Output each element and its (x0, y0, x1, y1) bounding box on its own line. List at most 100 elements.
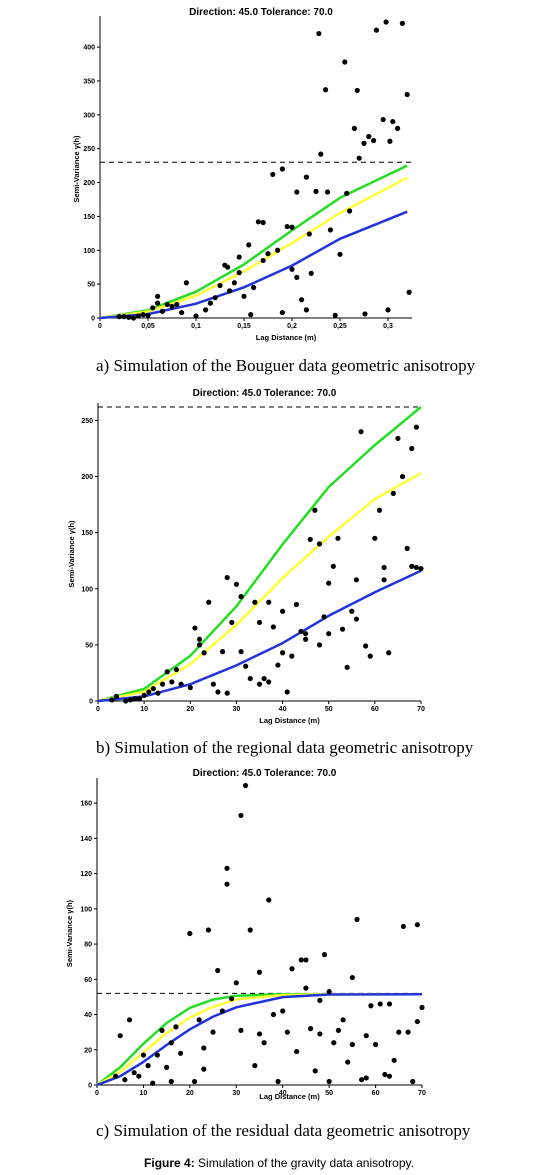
chart-c-data-point (382, 1071, 388, 1078)
chart-c-data-point (400, 923, 407, 930)
chart-a-data-point (155, 293, 161, 299)
chart-c-model-curve-1 (96, 993, 422, 1086)
chart-b-data-point (358, 429, 364, 435)
chart-c-data-point (386, 1001, 393, 1007)
chart-c-data-point (303, 985, 309, 991)
chart-a-data-point (347, 208, 353, 214)
chart-c-data-point (280, 1008, 286, 1014)
chart-b-data-point (386, 650, 392, 656)
caption-c: c) Simulation of the residual data geome… (96, 1121, 471, 1140)
chart-c-y-tick-label: 40 (84, 1012, 92, 1019)
chart-b-data-point (339, 626, 346, 632)
chart-a-data-point (308, 270, 314, 276)
chart-c-data-point (359, 1077, 365, 1083)
chart-b-svg: Direction: 45.0 Tolerance: 70.0 0 10 20 30 40… (67, 388, 425, 725)
chart-c-data-point (196, 1017, 202, 1023)
chart-a-data-point (323, 87, 329, 93)
chart-c-data-point (256, 969, 263, 975)
chart-b-data-point (326, 631, 332, 637)
chart-c-data-point (372, 1041, 379, 1048)
chart-b-data-point (316, 642, 323, 648)
chart-c-data-point (345, 1059, 351, 1065)
chart-c-data-point (363, 1075, 369, 1081)
chart-a-data-point (225, 264, 231, 270)
chart-a-data-point (260, 257, 266, 264)
chart-c-x-axis-label: Lag Distance (m) (259, 1092, 320, 1101)
chart-b-data-point (206, 599, 212, 605)
chart-c-y-tick-label: 0 (88, 1083, 92, 1090)
chart-c-data-point (247, 927, 253, 933)
chart-a-data-point (231, 280, 237, 286)
chart-a-data-point (306, 231, 312, 237)
caption-a: a) Simulation of the Bouguer data geomet… (96, 356, 476, 375)
chart-c-data-point (224, 865, 230, 871)
chart-a-data-point (380, 116, 386, 123)
chart-a-data-point (406, 289, 412, 295)
chart-b-data-point (247, 675, 253, 682)
chart-c-data-point (377, 1001, 383, 1007)
chart-b-data-point (123, 698, 129, 704)
chart-a-data-point (385, 307, 391, 313)
chart-panel-c: Direction: 45.0 Tolerance: 70.0 0 10 20 30 40… (0, 768, 558, 1103)
chart-a-data-point (159, 308, 165, 314)
chart-a-x-tick-label: 0,15 (237, 323, 251, 330)
chart-c-y-tick-label: 160 (80, 801, 92, 808)
chart-a-data-point (217, 282, 223, 289)
chart-b-data-point (150, 686, 156, 692)
chart-a-data-point (316, 30, 322, 37)
chart-b-data-point (219, 649, 226, 655)
chart-b-data-point (196, 642, 203, 648)
chart-a-data-point (356, 155, 362, 161)
chart-a-data-point (337, 251, 343, 257)
chart-c-data-point (252, 1063, 258, 1069)
chart-b-data-point (127, 697, 133, 703)
chart-b-data-point (390, 490, 396, 497)
chart-a-y-tick-label: 350 (83, 78, 95, 85)
chart-a-data-point (362, 311, 368, 317)
chart-a-y-tick-label: 50 (87, 282, 95, 289)
chart-a-data-point (294, 274, 300, 280)
chart-b-data-point (344, 664, 350, 670)
chart-b-data-point (279, 608, 286, 614)
chart-b-data-point (164, 669, 170, 675)
chart-c-data-point (219, 1008, 225, 1014)
chart-b-data-point (413, 424, 419, 430)
chart-a-y-tick-label: 0 (91, 316, 95, 323)
chart-c-x-tick-label: 50 (325, 1090, 333, 1097)
chart-c-data-point (266, 897, 272, 903)
chart-a-x-tick-label: 0 (98, 323, 102, 330)
chart-a-model-curve-2 (99, 176, 408, 320)
chart-c-data-point (210, 1029, 216, 1035)
chart-b-data-point (293, 601, 300, 608)
chart-b-data-point (266, 599, 272, 605)
chart-c-data-point (331, 1040, 337, 1046)
chart-a-y-tick-label: 250 (83, 146, 95, 153)
chart-c-data-point (368, 1003, 374, 1009)
chart-a-data-point (289, 266, 295, 272)
chart-b-data-point (275, 662, 281, 668)
chart-a-data-point (164, 301, 170, 308)
chart-c-data-point (238, 1027, 244, 1033)
chart-a-data-point (351, 125, 357, 131)
chart-c-header: Direction: 45.0 Tolerance: 70.0 (193, 768, 337, 779)
chart-b-data-point (141, 692, 147, 698)
chart-c-data-point (349, 1041, 355, 1048)
chart-b-data-point (256, 619, 263, 626)
chart-b-data-point (233, 581, 240, 587)
chart-c-x-tick-label: 0 (95, 1090, 99, 1097)
chart-c-data-point (215, 967, 221, 974)
chart-b-data-point (303, 631, 309, 637)
chart-c-y-tick-label: 140 (80, 836, 92, 843)
chart-a-data-point (299, 297, 305, 303)
chart-b-y-axis-label: Semi-Variance γ(h) (67, 520, 76, 588)
caption-b: b) Simulation of the regional data geome… (96, 738, 474, 757)
chart-a-svg: Direction: 45.0 Tolerance: 70.0 0 0,05 0,1 0… (72, 7, 412, 342)
chart-b-model-curve-1 (97, 406, 422, 703)
chart-c-data-point (396, 1029, 402, 1035)
chart-b-data-point (298, 628, 304, 635)
chart-b-model-curve-2 (97, 472, 422, 703)
chart-a-x-axis-label: Lag Distance (m) (256, 333, 317, 342)
chart-b-data-point (316, 541, 323, 547)
chart-c-data-point (414, 922, 420, 928)
chart-b-x-axis-label: Lag Distance (m) (259, 716, 320, 725)
